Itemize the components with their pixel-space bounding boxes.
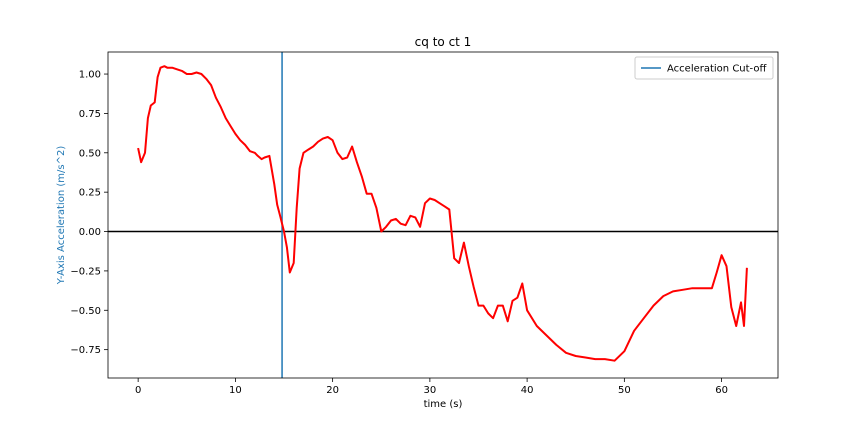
x-tick-label: 40 bbox=[521, 385, 534, 396]
y-tick-label: −0.50 bbox=[70, 306, 101, 317]
x-tick-label: 20 bbox=[326, 385, 339, 396]
legend-box bbox=[634, 56, 774, 80]
chart-title: cq to ct 1 bbox=[415, 35, 472, 49]
x-tick-label: 60 bbox=[715, 385, 728, 396]
x-tick-label: 10 bbox=[229, 385, 242, 396]
y-tick-label: 0.50 bbox=[79, 148, 101, 159]
y-tick-label: 0.00 bbox=[79, 227, 101, 238]
y-tick-label: −0.75 bbox=[70, 345, 101, 356]
plot-area bbox=[108, 52, 778, 378]
y-axis-ticks: −0.75 −0.50 −0.25 0.00 0.25 0.50 0.75 1.00 bbox=[70, 70, 108, 356]
x-tick-label: 30 bbox=[424, 385, 437, 396]
x-tick-label: 50 bbox=[618, 385, 631, 396]
x-axis-label: time (s) bbox=[424, 399, 463, 410]
x-tick-label: 0 bbox=[135, 385, 141, 396]
legend: Acceleration Cut-off bbox=[634, 56, 774, 80]
y-tick-label: −0.25 bbox=[70, 266, 101, 277]
y-axis-label: Y-Axis Acceleration (m/s^2) bbox=[56, 146, 67, 286]
y-tick-label: 0.25 bbox=[79, 188, 101, 199]
y-tick-label: 0.75 bbox=[79, 109, 101, 120]
legend-label-cutoff: Acceleration Cut-off bbox=[667, 64, 767, 75]
axes-frame bbox=[107, 51, 779, 379]
series-line-0 bbox=[137, 65, 748, 362]
y-tick-label: 1.00 bbox=[79, 70, 101, 81]
x-axis-ticks: 0 10 20 30 40 50 60 bbox=[135, 378, 728, 396]
